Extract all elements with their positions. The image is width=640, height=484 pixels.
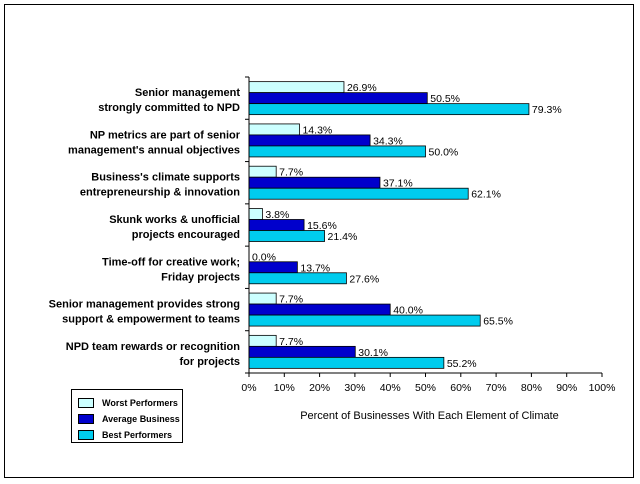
legend-swatch-average [78,414,94,424]
x-tick-label-1: 10% [274,382,295,394]
data-label-2-1: 50.0% [429,146,459,158]
x-tick-label-5: 50% [415,382,436,394]
x-tick-label-4: 40% [380,382,401,394]
x-tick-label-10: 100% [589,382,616,394]
data-label-0-2: 7.7% [279,167,303,179]
bar-average-1 [248,134,371,147]
bar-best-6 [248,356,445,369]
data-label-2-3: 21.4% [328,231,358,243]
data-label-1-3: 15.6% [307,220,337,232]
legend-swatch-best [78,430,94,440]
bar-chart: 26.9% 50.5% 79.3% Senior management strongly… [49,76,616,422]
bar-worst-6 [248,334,277,347]
category-label-3-0: Skunk works & unofficial [109,214,240,226]
data-label-1-4: 13.7% [300,262,330,274]
data-label-0-6: 7.7% [279,336,303,348]
bar-best-3 [248,230,325,242]
data-label-1-0: 50.5% [430,93,460,105]
bar-average-5 [248,303,391,316]
bar-worst-3 [248,208,263,220]
category-label-1-0: NP metrics are part of senior [90,129,241,141]
legend-swatch-worst [78,398,94,408]
category-label-6-1: for projects [179,356,240,368]
bar-best-5 [248,314,481,327]
legend-label-average: Average Business [102,414,180,424]
legend-item-worst: Worst Performers [78,395,182,411]
data-label-2-2: 62.1% [471,189,501,201]
legend: Worst Performers Average Business Best P… [71,389,183,443]
legend-item-best: Best Performers [78,427,182,443]
data-label-0-4: 0.0% [252,251,276,263]
x-tick-label-6: 60% [450,382,471,394]
category-label-3-1: projects encouraged [132,229,240,241]
x-tick-label-8: 80% [521,382,542,394]
bar-average-2 [248,176,381,189]
x-tick-label-3: 30% [344,382,365,394]
x-tick-label-2: 20% [309,382,330,394]
category-label-5-1: support & empowerment to teams [62,314,240,326]
data-label-1-6: 30.1% [358,347,388,359]
bar-average-4 [248,261,298,274]
bar-average-6 [248,345,356,358]
data-label-2-4: 27.6% [349,273,379,285]
category-label-4-0: Time-off for creative work; [102,256,240,268]
bar-average-0 [248,92,428,105]
category-label-6-0: NPD team rewards or recognition [66,341,240,353]
legend-label-best: Best Performers [102,430,173,440]
data-label-0-1: 14.3% [302,124,332,136]
data-label-2-0: 79.3% [532,104,562,116]
bar-worst-1 [248,123,300,136]
bar-average-3 [248,219,305,231]
data-label-1-5: 40.0% [393,305,423,317]
chart-frame: 26.9% 50.5% 79.3% Senior management strongly… [4,4,634,478]
category-label-4-1: Friday projects [161,271,240,283]
category-label-2-1: entrepreneurship & innovation [80,187,240,199]
category-label-0-1: strongly committed to NPD [98,102,240,114]
bar-worst-5 [248,292,277,305]
x-tick-label-0: 0% [241,382,256,394]
bar-best-2 [248,187,469,200]
bar-worst-0 [248,81,345,94]
data-label-0-5: 7.7% [279,294,303,306]
data-label-0-3: 3.8% [265,209,289,221]
category-label-1-1: management's annual objectives [68,144,240,156]
x-axis-title: Percent of Businesses With Each Element … [300,410,559,422]
x-tick-label-7: 70% [486,382,507,394]
bar-worst-2 [248,165,277,178]
legend-item-average: Average Business [78,411,182,427]
legend-label-worst: Worst Performers [102,398,178,408]
data-label-2-6: 55.2% [447,358,477,370]
x-tick-label-9: 90% [556,382,577,394]
category-label-5-0: Senior management provides strong [49,299,240,311]
bar-best-0 [248,103,530,116]
data-label-1-1: 34.3% [373,135,403,147]
category-label-0-0: Senior management [135,87,240,99]
bar-best-1 [248,145,426,158]
data-label-2-5: 65.5% [483,316,513,328]
data-label-1-2: 37.1% [383,178,413,190]
bar-best-4 [248,272,347,285]
data-label-0-0: 26.9% [347,82,377,94]
category-label-2-0: Business's climate supports [91,172,240,184]
